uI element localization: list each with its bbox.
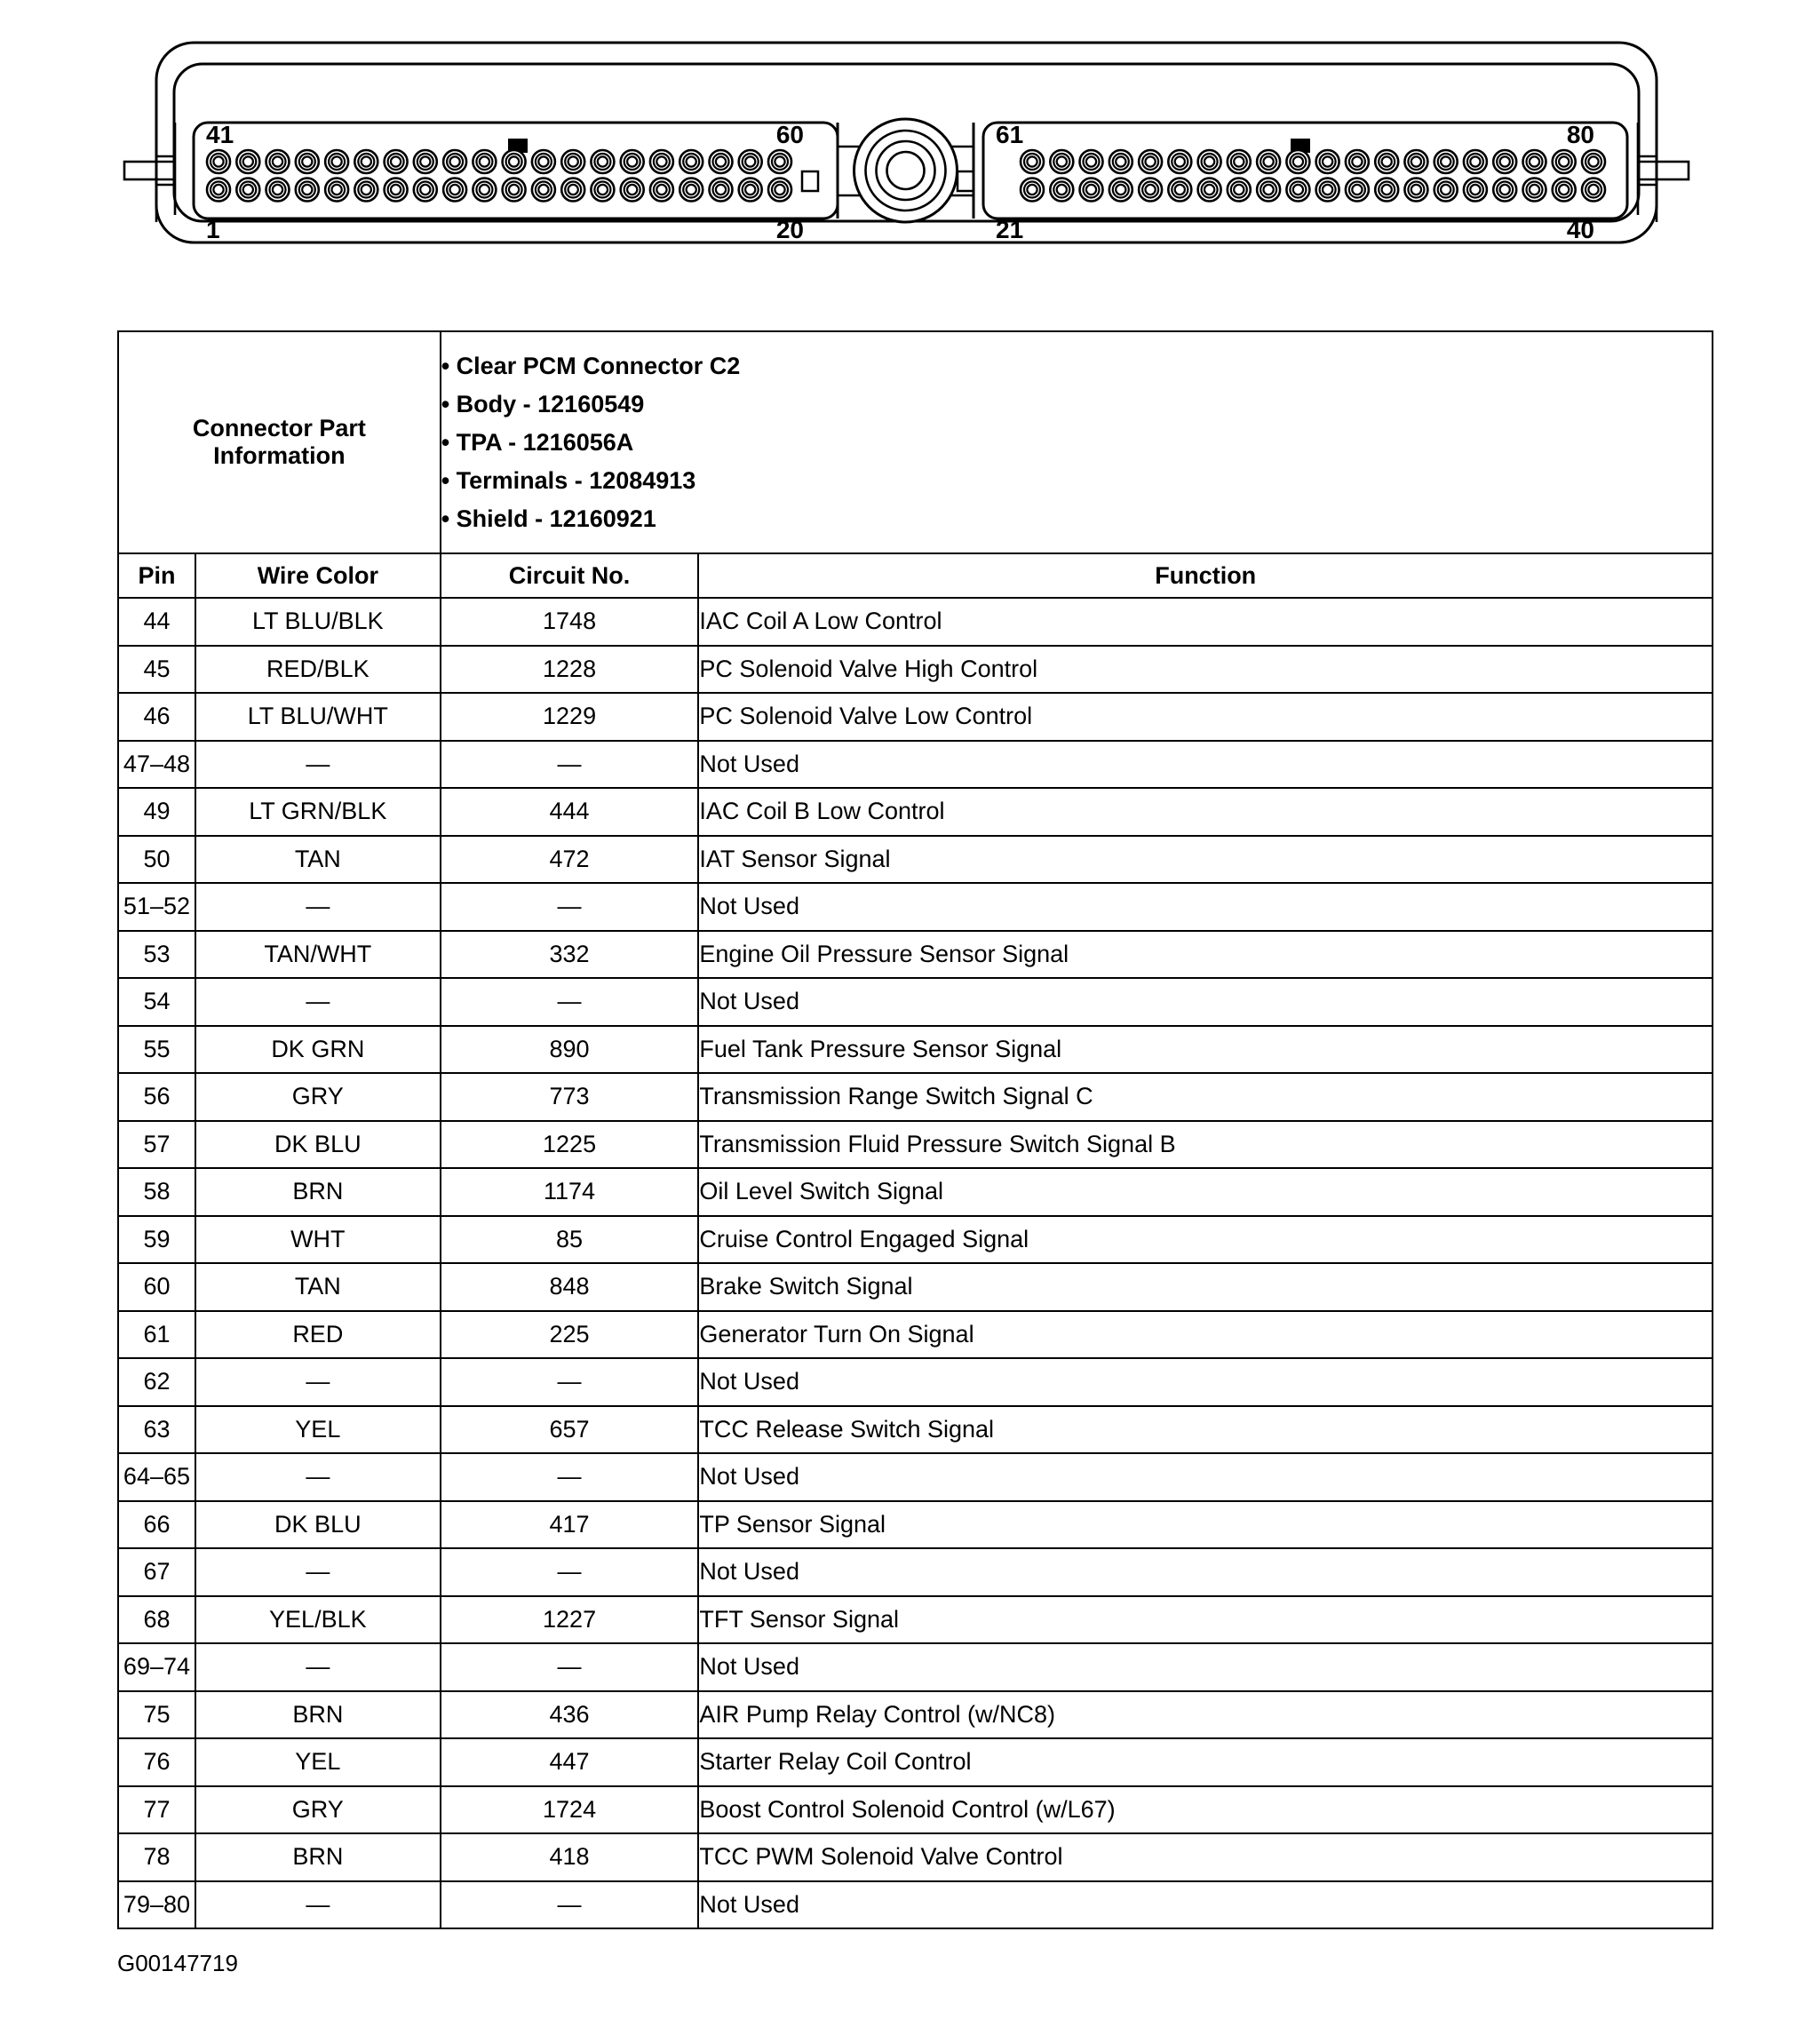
svg-text:61: 61	[996, 121, 1023, 148]
svg-text:41: 41	[206, 121, 234, 148]
svg-text:60: 60	[776, 121, 804, 148]
svg-text:20: 20	[776, 216, 804, 243]
svg-text:1: 1	[206, 216, 220, 243]
svg-text:80: 80	[1567, 121, 1594, 148]
svg-text:40: 40	[1567, 216, 1594, 243]
svg-text:21: 21	[996, 216, 1023, 243]
